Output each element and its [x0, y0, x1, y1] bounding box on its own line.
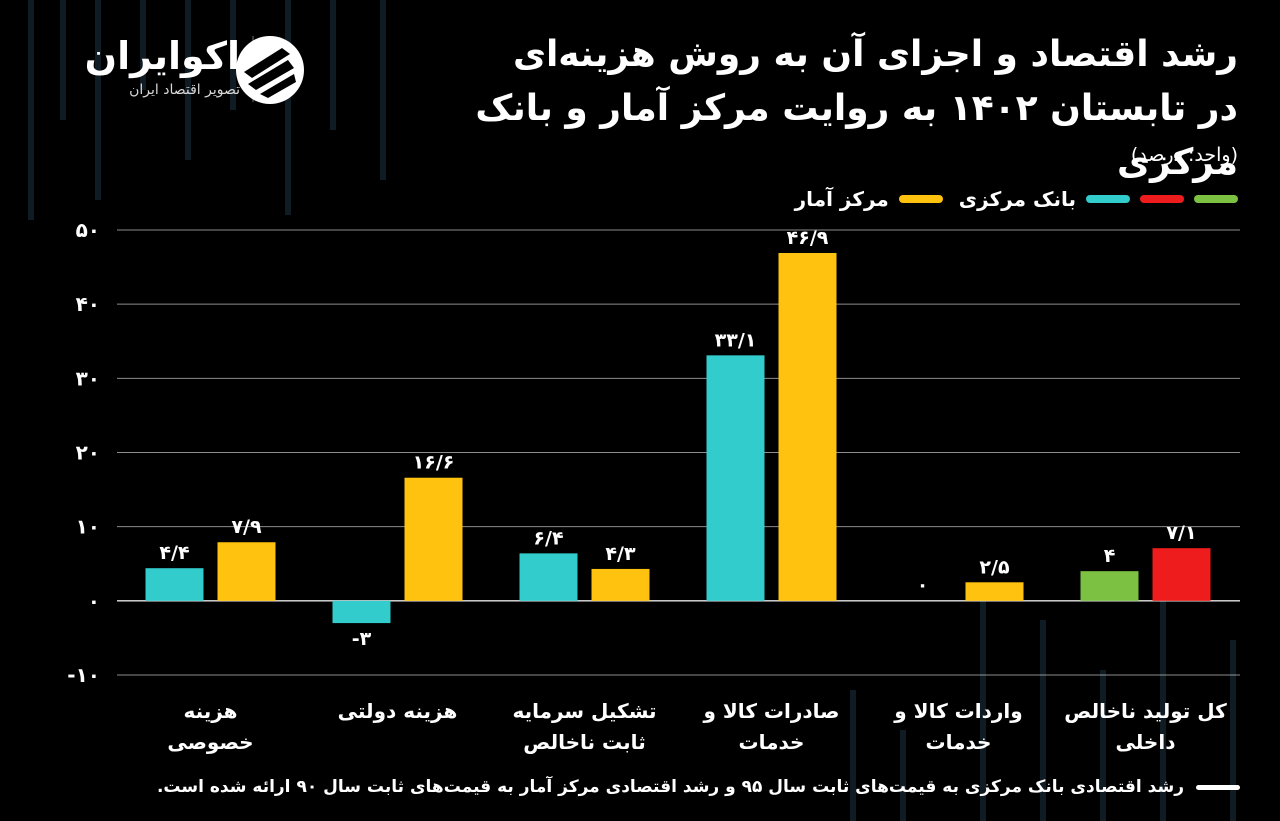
- y-tick-label: ۱۰: [76, 515, 100, 539]
- chart-title: رشد اقتصاد و اجزای آن به روش هزینه‌ای در…: [378, 28, 1238, 190]
- bg-column-6: [285, 0, 291, 215]
- bg-column-11: [1100, 670, 1106, 821]
- title-line-2: در تابستان ۱۴۰۲ به روایت مرکز آمار و بان…: [475, 88, 1238, 183]
- data-label: ۰: [917, 574, 929, 596]
- legend-label-statistics-center: مرکز آمار: [794, 187, 889, 211]
- footnote-marker: [1196, 784, 1240, 790]
- brand-mark-icon: [236, 36, 304, 104]
- data-label: -۳: [352, 628, 372, 650]
- bar: [965, 582, 1024, 601]
- legend-label-central-bank: بانک مرکزی: [958, 187, 1076, 211]
- bg-column-12: [1160, 560, 1166, 821]
- x-tick-label: داخلی: [1116, 730, 1176, 754]
- x-tick-label: ثابت ناخالص: [523, 730, 645, 754]
- legend-swatch-red: [1140, 195, 1184, 203]
- x-tick-label: کل تولید ناخالص: [1064, 699, 1227, 723]
- footnote: رشد اقتصادی بانک مرکزی به قیمت‌های ثابت …: [110, 770, 1240, 804]
- data-label: ۳۳/۱: [715, 329, 757, 351]
- bar: [591, 568, 650, 601]
- x-tick-label: واردات کالا و: [893, 699, 1022, 723]
- x-tick-label: خدمات: [739, 730, 805, 754]
- y-tick-label: ۲۰: [76, 441, 100, 465]
- bg-column-7: [330, 0, 336, 130]
- data-label: ۴/۴: [159, 542, 189, 564]
- data-label: ۲/۵: [979, 556, 1010, 578]
- bg-column-0: [28, 0, 34, 220]
- bg-column-13: [1230, 640, 1236, 821]
- x-tick-label: هزینه: [183, 699, 237, 723]
- title-line-1: رشد اقتصاد و اجزای آن به روش هزینه‌ای: [512, 34, 1238, 75]
- chart-legend: بانک مرکزی مرکز آمار: [789, 182, 1238, 216]
- bg-column-2: [95, 0, 101, 200]
- legend-swatch-green: [1194, 195, 1238, 203]
- bar: [332, 600, 391, 624]
- bar: [778, 252, 837, 601]
- data-label: ۴۶/۹: [787, 227, 829, 249]
- bg-column-8: [380, 0, 386, 180]
- x-tick-label: خدمات: [926, 730, 992, 754]
- bg-column-14: [850, 690, 856, 821]
- y-tick-label: ۴۰: [76, 292, 100, 316]
- brand-logo: اکوایران تصویر اقتصاد ایران: [40, 30, 310, 110]
- x-tick-label: هزینه دولتی: [338, 699, 458, 723]
- legend-swatch-central-bank: [1086, 195, 1130, 203]
- bar: [145, 568, 204, 601]
- bg-column-9: [980, 600, 986, 821]
- data-label: ۷/۹: [231, 516, 262, 538]
- data-label: ۶/۴: [533, 527, 563, 549]
- y-tick-label: ۵۰: [76, 218, 100, 242]
- bar: [519, 553, 578, 601]
- bg-column-5: [230, 0, 236, 110]
- bar: [1080, 571, 1139, 601]
- data-label: ۱۶/۶: [413, 452, 455, 474]
- x-tick-label: تشکیل سرمایه: [512, 699, 656, 723]
- x-tick-label: صادرات کالا و: [703, 699, 840, 723]
- bg-column-10: [1040, 620, 1046, 821]
- brand-name: اکوایران: [84, 34, 240, 78]
- bg-column-1: [60, 0, 66, 120]
- bar: [706, 355, 765, 601]
- bar: [217, 542, 276, 601]
- brand-tagline: تصویر اقتصاد ایران: [129, 82, 240, 98]
- data-label: ۷/۱: [1166, 522, 1196, 544]
- y-tick-label: ۳۰: [76, 366, 100, 390]
- y-tick-label: ۰: [88, 589, 100, 613]
- x-tick-label: خصوصی: [167, 730, 253, 754]
- bg-column-3: [140, 0, 146, 90]
- data-label: ۴/۳: [605, 543, 636, 565]
- legend-swatch-statistics-center: [898, 195, 943, 203]
- bar: [1152, 548, 1211, 601]
- y-tick-label: -۱۰: [67, 663, 100, 687]
- bg-column-15: [900, 730, 906, 821]
- data-label: ۴: [1104, 545, 1116, 567]
- bar-chart: -۱۰۰۱۰۲۰۳۰۴۰۵۰۴/۴۷/۹هزینهخصوصی-۳۱۶/۶هزین…: [67, 218, 1240, 754]
- unit-label: (واحد: درصد): [1130, 144, 1238, 166]
- footnote-text: رشد اقتصادی بانک مرکزی به قیمت‌های ثابت …: [156, 777, 1184, 797]
- bar: [404, 477, 463, 601]
- bg-column-4: [185, 0, 191, 160]
